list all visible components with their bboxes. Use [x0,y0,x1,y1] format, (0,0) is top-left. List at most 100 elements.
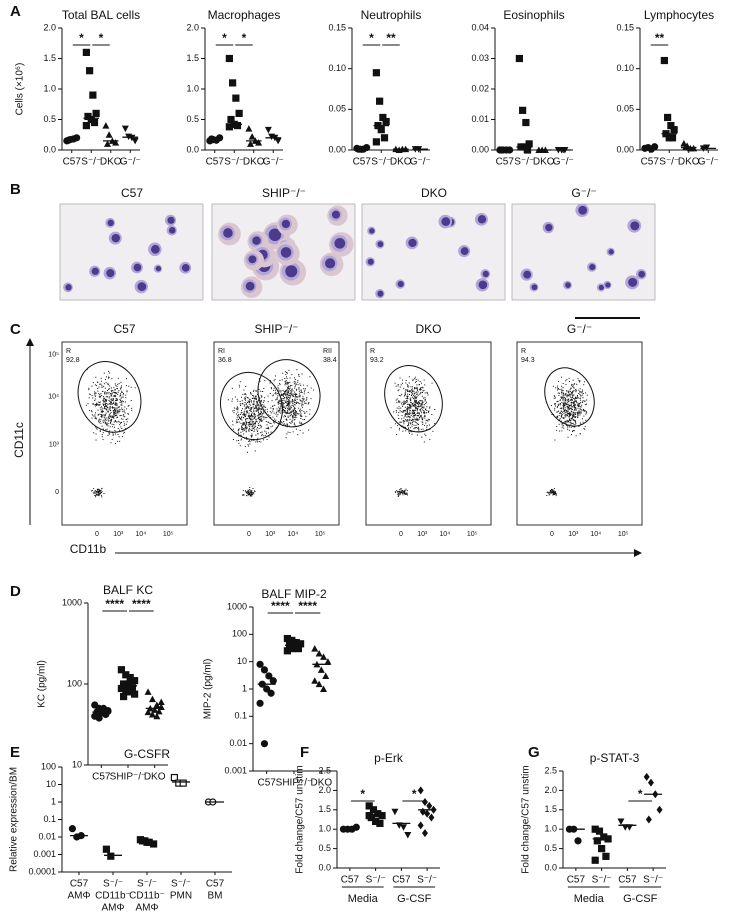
event [572,402,574,404]
event [294,386,296,388]
y-tick-label: 0.001 [224,765,247,775]
event [419,389,421,391]
chart-title: Macrophages [208,8,281,22]
event [244,393,246,395]
event [248,424,250,426]
event [408,413,410,415]
event [286,381,288,383]
gate-value: 94.3 [521,357,535,364]
event [101,416,103,418]
point [68,825,77,833]
y-axis-label: Cells (×10⁶) [15,63,26,116]
event [424,392,426,394]
event [282,399,284,401]
event [570,426,572,428]
cell-nucleus [478,280,488,290]
event [406,492,408,494]
event [302,404,304,406]
event [289,412,291,414]
event [111,389,113,391]
event [231,398,233,400]
event [406,409,408,411]
event [250,407,252,409]
x-tick-label: C57 [257,778,276,789]
chart-title: Neutrophils [361,8,422,22]
event [417,379,419,381]
event [255,419,257,421]
event [568,393,570,395]
event [242,402,244,404]
event [94,384,96,386]
event [406,425,408,427]
event [244,422,246,424]
event [581,392,583,394]
flow-x-tick-label: 10⁴ [590,531,601,538]
event [577,394,579,396]
event [127,413,129,415]
point [153,701,161,709]
event [245,399,247,401]
event [288,403,290,405]
x-tick-label: S⁻/⁻ [643,875,663,886]
event [431,382,433,384]
point [144,688,152,695]
event [299,395,301,397]
event [240,439,242,441]
event [570,391,572,393]
event [579,391,581,393]
event [413,402,415,404]
event [561,413,563,415]
event [98,386,100,388]
event [408,394,410,396]
event [279,408,281,410]
event [550,492,552,494]
event [240,404,242,406]
point [233,121,242,130]
event [279,400,281,402]
event [302,432,304,434]
event [570,396,572,398]
event [404,421,406,423]
event [248,490,250,492]
event [232,410,234,412]
event [285,407,287,409]
event [562,392,564,394]
event [562,424,564,426]
event [290,414,292,416]
event [99,401,101,403]
event [125,401,127,403]
event [397,495,399,497]
event [257,418,259,420]
event [419,408,421,410]
event [119,395,121,397]
event [287,401,289,403]
event [571,407,573,409]
event [103,383,105,385]
event [289,404,291,406]
event [555,495,557,497]
event [409,405,411,407]
event [122,394,124,396]
event [559,419,561,421]
event [260,419,262,421]
event [286,382,288,384]
point [315,680,323,688]
event [566,379,568,381]
event [398,491,400,493]
event [564,414,566,416]
event [95,376,97,378]
event [575,391,577,393]
event [421,404,423,406]
event [417,427,419,429]
event [259,412,261,414]
event [568,392,570,394]
event [404,400,406,402]
event [287,383,289,385]
event [282,402,284,404]
event [407,419,409,421]
event [402,491,404,493]
event [96,492,98,494]
event [415,408,417,410]
event [233,412,235,414]
event [418,427,420,429]
